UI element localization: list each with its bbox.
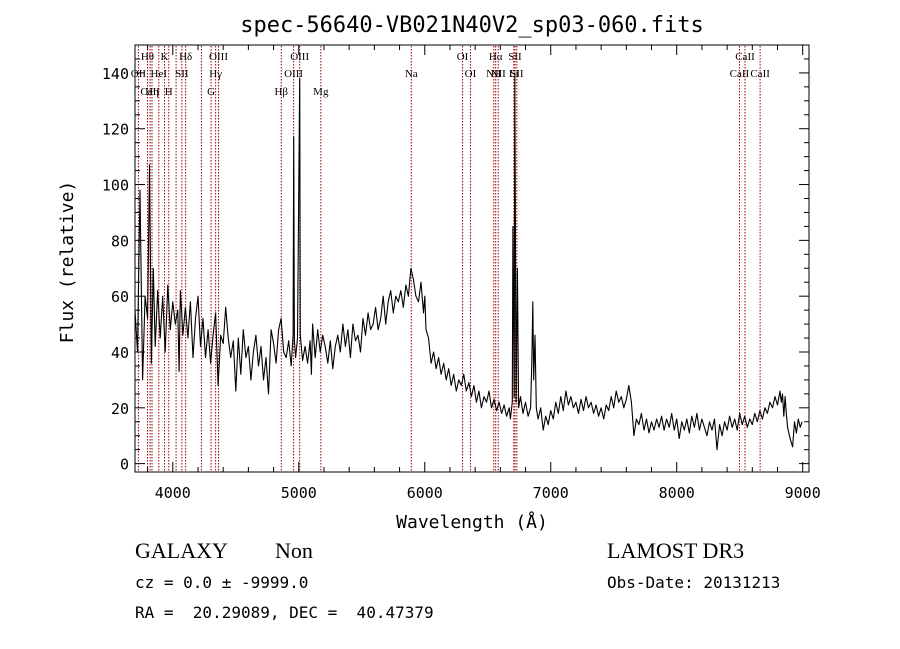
line-marker-label: HeI <box>151 68 168 80</box>
x-tick-label: 9000 <box>785 484 821 502</box>
obs-date: Obs-Date: 20131213 <box>607 573 781 592</box>
y-tick-label: 60 <box>111 288 129 306</box>
y-tick-label: 100 <box>102 177 129 195</box>
x-tick-label: 5000 <box>281 484 317 502</box>
line-marker-label: CaII <box>750 68 770 80</box>
line-marker-label: K <box>161 51 169 63</box>
line-marker-label: Mg <box>313 86 329 98</box>
line-marker-label: CaII <box>140 86 160 98</box>
line-marker-label: Li <box>509 68 519 80</box>
line-marker-label: Hβ <box>274 86 288 98</box>
y-tick-label: 80 <box>111 232 129 250</box>
line-marker-label: H <box>165 86 173 98</box>
line-marker-label: CaII <box>730 68 750 80</box>
chart-title: spec-56640-VB021N40V2_sp03-060.fits <box>240 13 704 38</box>
line-marker-label: NII <box>491 68 507 80</box>
spectrum-line <box>134 72 803 451</box>
x-tick-label: 7000 <box>533 484 569 502</box>
line-marker-label: CaII <box>735 51 755 63</box>
line-marker-label: Hα <box>489 51 503 63</box>
line-marker-label: OI <box>457 51 469 63</box>
line-marker-label: OIII <box>290 51 309 63</box>
y-tick-label: 20 <box>111 400 129 418</box>
spectrum-line-group <box>134 72 803 451</box>
object-subclass: Non <box>275 538 313 563</box>
emission-line-markers: OIIHθCaIIHηHeIKHSIIHδGHγOIIIHβOIIIOIIIMg… <box>131 46 770 471</box>
line-marker-label: OII <box>131 68 147 80</box>
y-tick-label: 40 <box>111 344 129 362</box>
line-marker-label: OIII <box>209 51 228 63</box>
y-axis-label: Flux (relative) <box>57 181 78 344</box>
line-marker-label: OI <box>465 68 477 80</box>
x-tick-label: 4000 <box>155 484 191 502</box>
x-tick-label: 6000 <box>407 484 443 502</box>
line-marker-label: G <box>207 86 215 98</box>
redshift-line: cz = 0.0 ± -9999.0 <box>135 573 309 592</box>
x-tick-label: 8000 <box>659 484 695 502</box>
plot-frame <box>134 44 810 473</box>
coordinates: RA = 20.29089, DEC = 40.47379 <box>135 603 434 622</box>
line-marker-label: Hθ <box>141 51 154 63</box>
line-marker-label: Hη <box>145 86 159 98</box>
line-marker-label: Hδ <box>179 51 192 63</box>
x-axis-label: Wavelength (Å) <box>396 511 548 533</box>
line-marker-label: Na <box>405 68 418 80</box>
line-marker-label: OIII <box>284 68 303 80</box>
y-tick-label: 0 <box>120 456 129 474</box>
x-axis: 4000 5000 6000 7000 8000 9000 <box>147 45 821 502</box>
y-axis: 0 20 40 60 80 100 120 140 <box>102 58 809 474</box>
line-marker-label: Hγ <box>209 68 222 80</box>
y-tick-label: 120 <box>102 121 129 139</box>
line-marker-label: SII <box>175 68 189 80</box>
line-marker-label: SII <box>508 51 522 63</box>
line-marker-label: SII <box>510 68 524 80</box>
y-tick-label: 140 <box>102 65 129 83</box>
survey-name: LAMOST DR3 <box>607 538 745 563</box>
object-class: GALAXY <box>135 538 228 563</box>
